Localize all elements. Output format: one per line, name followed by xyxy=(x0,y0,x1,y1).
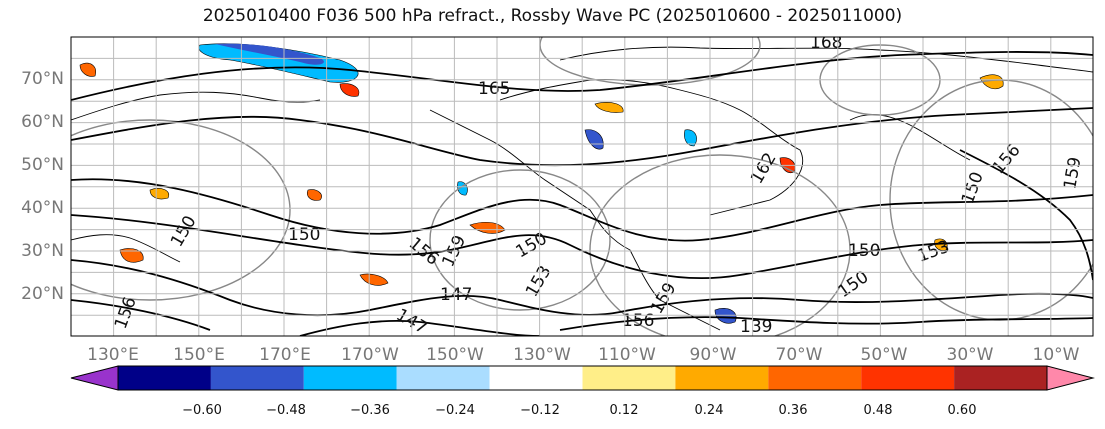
colorbar-segment xyxy=(118,366,211,390)
lon-label: 50°W xyxy=(861,345,908,365)
lat-label: 70°N xyxy=(21,69,64,89)
pc-shading xyxy=(79,43,1004,324)
colorbar-tick-label: 0.24 xyxy=(695,403,724,418)
lat-label: 30°N xyxy=(21,241,64,261)
lat-label: 50°N xyxy=(21,155,64,175)
colorbar-tick-label: 0.12 xyxy=(610,403,639,418)
colorbar-tick-label: 0.36 xyxy=(779,403,808,418)
latitude-labels: 70°N 60°N 50°N 40°N 30°N 20°N xyxy=(21,69,64,304)
colorbar-tick-label: −0.12 xyxy=(520,403,560,418)
colorbar-tick-label: 0.48 xyxy=(864,403,893,418)
contour-label: 165 xyxy=(478,79,510,99)
colorbar-tick-label: −0.60 xyxy=(182,403,222,418)
lon-label: 150°W xyxy=(426,345,484,365)
colorbar-segment xyxy=(675,366,769,390)
colorbar-tick-labels: −0.60 −0.48 −0.36 −0.24 −0.12 0.12 0.24 … xyxy=(182,403,976,418)
colorbar-segment xyxy=(582,366,676,390)
lon-label: 10°W xyxy=(1033,345,1080,365)
lon-label: 170°W xyxy=(341,345,399,365)
colorbar-segment xyxy=(768,366,862,390)
lon-label: 90°W xyxy=(690,345,737,365)
contour-label: 150 xyxy=(288,225,320,245)
lon-label: 150°E xyxy=(173,345,225,365)
colorbar xyxy=(70,365,1095,391)
colorbar-segment xyxy=(210,366,304,390)
contour-label: 168 xyxy=(810,33,842,53)
lon-label: 130°E xyxy=(87,345,139,365)
colorbar-tick-label: −0.48 xyxy=(266,403,306,418)
contour-label: 147 xyxy=(440,285,472,305)
colorbar-tick-label: 0.60 xyxy=(948,403,977,418)
contour-label: 139 xyxy=(740,317,772,337)
map-title: 2025010400 F036 500 hPa refract., Rossby… xyxy=(202,6,903,26)
colorbar-segment xyxy=(303,366,397,390)
colorbar-extend-low xyxy=(70,365,119,391)
colorbar-tick-label: −0.36 xyxy=(350,403,390,418)
contour-label: 156 xyxy=(622,311,654,331)
lat-label: 40°N xyxy=(21,198,64,218)
lat-label: 20°N xyxy=(21,284,64,304)
colorbar-tick-label: −0.24 xyxy=(435,403,475,418)
lat-label: 60°N xyxy=(21,112,64,132)
lon-label: 130°W xyxy=(513,345,571,365)
lon-label: 110°W xyxy=(598,345,656,365)
colorbar-segment xyxy=(861,366,955,390)
lon-label: 30°W xyxy=(947,345,994,365)
graticule xyxy=(71,37,1093,336)
colorbar-outline xyxy=(117,365,1048,391)
map-frame xyxy=(70,36,1094,337)
colorbar-extend-high xyxy=(1046,365,1095,391)
lon-label: 70°W xyxy=(776,345,823,365)
colorbar-segment xyxy=(489,366,583,390)
colorbar-segment xyxy=(954,366,1047,390)
colorbar-segment xyxy=(396,366,490,390)
longitude-labels: 130°E 150°E 170°E 170°W 150°W 130°W 110°… xyxy=(87,345,1080,365)
lon-label: 170°E xyxy=(259,345,311,365)
